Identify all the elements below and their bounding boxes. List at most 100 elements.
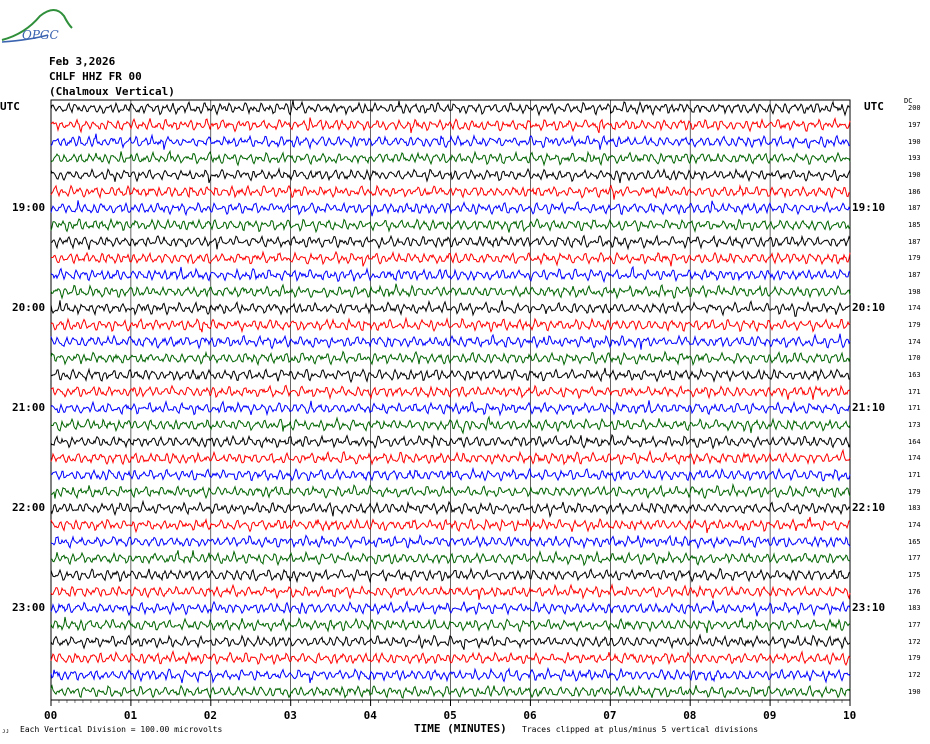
seismic-trace xyxy=(50,283,851,300)
left-time-label: 22:00 xyxy=(12,501,46,515)
right-time-label: 19:10 xyxy=(852,201,886,215)
dc-offset-label: 187 xyxy=(908,204,921,213)
header-station: CHLF HHZ FR 00 xyxy=(49,70,142,83)
seismic-trace xyxy=(50,567,851,584)
seismic-trace xyxy=(50,400,851,417)
seismic-trace xyxy=(50,166,851,184)
left-time-label: 20:00 xyxy=(12,301,46,315)
seismic-trace xyxy=(50,100,851,117)
x-tick-label: 02 xyxy=(203,709,218,722)
seismic-trace xyxy=(50,299,851,317)
logo: OPGC xyxy=(0,2,75,44)
x-tick-label: 07 xyxy=(603,709,617,722)
seismic-trace xyxy=(50,265,851,284)
seismic-trace xyxy=(50,482,851,500)
left-time-label: 21:00 xyxy=(12,401,46,415)
dc-offset-label: 193 xyxy=(908,154,921,163)
seismic-trace xyxy=(50,116,851,134)
dc-offset-label: 198 xyxy=(908,287,921,296)
dc-offset-label: 174 xyxy=(908,304,921,313)
right-time-label: 20:10 xyxy=(852,301,886,315)
dc-offset-label: 173 xyxy=(908,421,921,429)
dc-offset-label: 174 xyxy=(908,454,921,463)
dc-offset-label: 179 xyxy=(908,654,921,663)
seismic-trace xyxy=(50,550,850,567)
dc-offset-label: 187 xyxy=(908,271,921,279)
logo-text: OPGC xyxy=(22,28,59,42)
dc-offset-label: 183 xyxy=(908,504,921,513)
seismic-trace xyxy=(50,666,851,684)
seismic-trace xyxy=(50,499,851,519)
seismic-trace xyxy=(50,415,851,435)
dc-offset-label: 176 xyxy=(908,587,921,596)
dc-offset-label: 164 xyxy=(908,437,921,446)
dc-offset-label: 179 xyxy=(908,254,921,263)
left-axis-label: UTC xyxy=(0,100,20,113)
header-station-name: (Chalmoux Vertical) xyxy=(49,85,175,98)
footer-marker: ᴊᴊ xyxy=(2,728,10,735)
seismic-trace xyxy=(50,433,851,450)
seismic-trace xyxy=(50,684,851,700)
dc-offset-label: 171 xyxy=(908,404,921,413)
x-tick-label: 06 xyxy=(523,709,537,722)
seismic-trace xyxy=(50,217,851,234)
dc-offset-label: 186 xyxy=(908,187,921,196)
seismic-trace xyxy=(50,466,851,482)
seismic-trace xyxy=(50,516,851,534)
dc-offset-label: 174 xyxy=(908,337,921,346)
dc-offset-label: 190 xyxy=(908,687,921,696)
dc-offset-label: 185 xyxy=(908,221,921,229)
header-date: Feb 3,2026 xyxy=(49,55,116,68)
x-tick-label: 04 xyxy=(363,709,377,722)
clip-note: Traces clipped at plus/minus 5 vertical … xyxy=(522,725,759,734)
dc-offset-label: 190 xyxy=(908,137,921,146)
dc-offset-label: 177 xyxy=(908,621,921,629)
dc-offset-label: 170 xyxy=(908,354,921,363)
x-tick-label: 01 xyxy=(123,709,138,722)
dc-offset-label: 190 xyxy=(908,171,921,179)
dc-label: DC xyxy=(904,97,913,105)
seismic-trace xyxy=(50,350,851,367)
seismic-trace xyxy=(50,650,851,666)
dc-offset-label: 172 xyxy=(908,637,921,646)
x-tick-label: 10 xyxy=(843,709,857,722)
right-axis-label: UTC xyxy=(864,100,884,113)
dc-offset-label: 177 xyxy=(908,554,921,563)
seismic-trace xyxy=(50,184,850,200)
seismic-trace xyxy=(50,316,851,334)
scale-note: Each Vertical Division = 100.00 microvol… xyxy=(20,725,223,734)
dc-offset-label: 183 xyxy=(908,604,921,613)
x-tick-label: 09 xyxy=(763,709,777,722)
seismic-trace xyxy=(50,534,851,550)
dc-offset-label: 179 xyxy=(908,487,921,496)
seismic-trace xyxy=(50,367,851,384)
x-axis-title: TIME (MINUTES) xyxy=(414,722,507,735)
x-tick-label: 08 xyxy=(683,709,697,722)
seismic-trace xyxy=(51,234,851,251)
seismic-trace xyxy=(50,384,851,400)
seismic-trace xyxy=(50,616,851,634)
dc-offset-label: 175 xyxy=(908,571,921,579)
left-time-label: 23:00 xyxy=(12,601,46,615)
dc-offset-label: 197 xyxy=(908,121,921,129)
seismic-trace xyxy=(50,200,851,217)
right-time-label: 23:10 xyxy=(852,601,886,615)
left-time-label: 19:00 xyxy=(12,201,46,215)
dc-offset-label: 174 xyxy=(908,521,921,529)
dc-offset-label: 171 xyxy=(908,471,921,479)
dc-offset-label: 171 xyxy=(908,387,921,396)
x-tick-label: 00 xyxy=(44,709,58,722)
seismic-trace xyxy=(50,583,851,600)
seismic-trace xyxy=(50,250,851,267)
dc-offset-label: 200 xyxy=(908,104,921,113)
dc-offset-label: 163 xyxy=(908,371,921,379)
seismic-trace xyxy=(50,333,851,350)
seismic-trace xyxy=(50,133,851,150)
dc-offset-label: 165 xyxy=(908,537,921,546)
dc-offset-label: 179 xyxy=(908,321,921,329)
x-tick-label: 05 xyxy=(443,709,457,722)
right-time-label: 21:10 xyxy=(852,401,886,415)
dc-offset-label: 187 xyxy=(908,237,921,246)
seismic-trace xyxy=(50,600,851,617)
